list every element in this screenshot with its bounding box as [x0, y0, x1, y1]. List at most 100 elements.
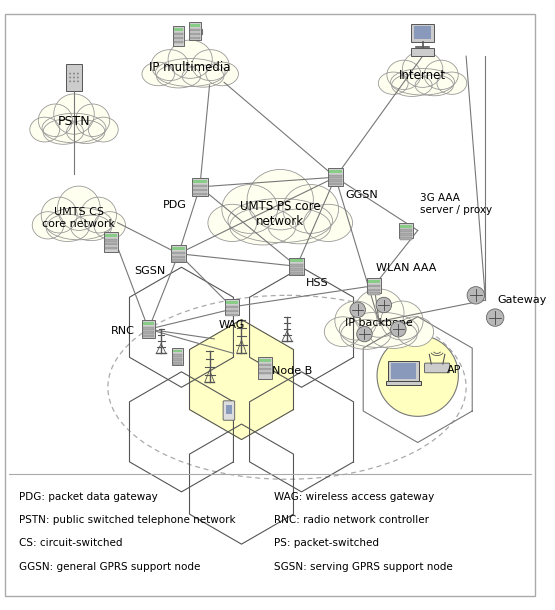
Ellipse shape [32, 212, 64, 239]
FancyBboxPatch shape [192, 178, 208, 196]
FancyBboxPatch shape [172, 247, 185, 250]
Text: AP: AP [447, 365, 461, 375]
Text: PS: packet-switched: PS: packet-switched [274, 539, 380, 548]
Ellipse shape [41, 197, 77, 233]
FancyBboxPatch shape [190, 29, 200, 32]
FancyBboxPatch shape [66, 64, 82, 91]
Text: GGSN: general GPRS support node: GGSN: general GPRS support node [19, 562, 200, 572]
Circle shape [73, 76, 75, 79]
Ellipse shape [46, 214, 89, 242]
Circle shape [350, 302, 365, 318]
FancyBboxPatch shape [259, 364, 270, 367]
FancyBboxPatch shape [190, 37, 200, 39]
FancyBboxPatch shape [171, 245, 186, 262]
FancyBboxPatch shape [172, 252, 185, 254]
Text: UMTS CS
core network: UMTS CS core network [42, 207, 115, 229]
Text: UMTS PS core
network: UMTS PS core network [240, 200, 321, 228]
Circle shape [391, 321, 406, 337]
Ellipse shape [157, 65, 201, 88]
Text: SGSN: serving GPRS support node: SGSN: serving GPRS support node [274, 562, 453, 572]
Ellipse shape [268, 209, 331, 244]
Ellipse shape [354, 289, 404, 337]
FancyBboxPatch shape [174, 37, 183, 39]
FancyBboxPatch shape [290, 272, 304, 274]
FancyBboxPatch shape [290, 264, 304, 267]
FancyBboxPatch shape [104, 232, 118, 252]
Ellipse shape [340, 312, 418, 348]
FancyBboxPatch shape [226, 404, 232, 414]
FancyBboxPatch shape [369, 280, 380, 282]
Text: HSS: HSS [306, 278, 329, 288]
Text: 3G AAA
server / proxy: 3G AAA server / proxy [420, 193, 492, 215]
FancyBboxPatch shape [143, 335, 154, 337]
Ellipse shape [283, 185, 339, 234]
FancyBboxPatch shape [400, 229, 412, 232]
Ellipse shape [392, 74, 432, 96]
FancyBboxPatch shape [193, 185, 206, 187]
Circle shape [376, 297, 392, 313]
Ellipse shape [424, 60, 458, 90]
Circle shape [69, 73, 71, 74]
FancyBboxPatch shape [142, 320, 155, 338]
Ellipse shape [71, 215, 112, 240]
FancyBboxPatch shape [327, 168, 343, 186]
FancyBboxPatch shape [143, 331, 154, 334]
Ellipse shape [341, 320, 391, 350]
Ellipse shape [42, 113, 106, 143]
Ellipse shape [304, 204, 352, 242]
FancyBboxPatch shape [172, 256, 185, 258]
Text: CS: circuit-switched: CS: circuit-switched [19, 539, 122, 548]
Ellipse shape [437, 72, 467, 95]
FancyBboxPatch shape [193, 193, 206, 195]
FancyBboxPatch shape [223, 401, 235, 420]
FancyBboxPatch shape [329, 183, 342, 185]
FancyBboxPatch shape [173, 362, 182, 365]
FancyBboxPatch shape [411, 24, 434, 41]
FancyBboxPatch shape [173, 350, 182, 353]
Text: WAG: wireless access gateway: WAG: wireless access gateway [274, 492, 435, 502]
FancyBboxPatch shape [259, 372, 270, 374]
Text: Gateway: Gateway [497, 295, 547, 305]
FancyBboxPatch shape [369, 292, 380, 295]
FancyBboxPatch shape [411, 48, 434, 56]
FancyBboxPatch shape [174, 41, 183, 43]
Circle shape [467, 287, 485, 304]
FancyBboxPatch shape [369, 289, 380, 291]
FancyBboxPatch shape [386, 381, 421, 386]
FancyBboxPatch shape [400, 224, 412, 228]
Text: WLAN AAA: WLAN AAA [376, 263, 436, 273]
FancyBboxPatch shape [173, 358, 182, 361]
Ellipse shape [38, 104, 72, 137]
FancyBboxPatch shape [258, 357, 271, 379]
Ellipse shape [182, 65, 224, 87]
Text: PSTN: PSTN [58, 115, 90, 127]
FancyBboxPatch shape [105, 243, 117, 245]
FancyBboxPatch shape [399, 223, 413, 238]
FancyBboxPatch shape [259, 359, 270, 362]
Circle shape [486, 309, 504, 326]
Ellipse shape [415, 75, 453, 96]
FancyBboxPatch shape [190, 24, 200, 27]
FancyBboxPatch shape [414, 26, 431, 39]
FancyBboxPatch shape [143, 323, 154, 325]
FancyBboxPatch shape [329, 175, 342, 178]
FancyBboxPatch shape [226, 314, 238, 316]
Ellipse shape [208, 204, 257, 242]
Ellipse shape [54, 94, 94, 134]
FancyBboxPatch shape [105, 247, 117, 249]
FancyBboxPatch shape [172, 348, 183, 365]
Text: RNC: radio network controller: RNC: radio network controller [274, 515, 430, 525]
FancyBboxPatch shape [105, 234, 117, 237]
Text: IP backbone: IP backbone [345, 318, 413, 328]
FancyBboxPatch shape [369, 285, 380, 287]
Ellipse shape [192, 49, 229, 81]
FancyBboxPatch shape [289, 257, 305, 275]
FancyBboxPatch shape [190, 33, 200, 35]
Ellipse shape [80, 197, 117, 233]
Ellipse shape [88, 117, 118, 142]
Circle shape [77, 81, 79, 82]
Circle shape [77, 76, 79, 79]
Ellipse shape [142, 62, 174, 86]
FancyBboxPatch shape [290, 259, 304, 262]
FancyBboxPatch shape [193, 180, 206, 183]
